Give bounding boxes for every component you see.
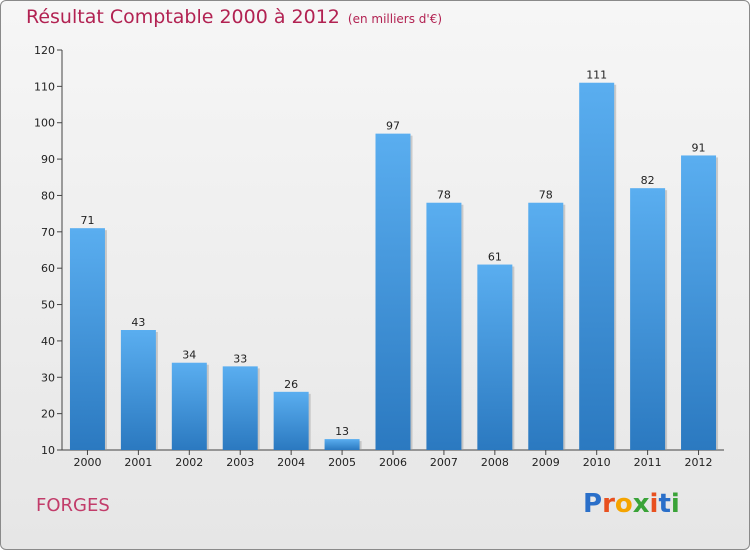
y-tick-label: 40	[41, 335, 55, 348]
x-tick-label: 2003	[226, 456, 254, 469]
proxiti-logo: Proxiti	[583, 489, 680, 519]
y-tick-label: 100	[34, 117, 55, 130]
x-tick-label: 2011	[634, 456, 662, 469]
logo-letter: P	[583, 489, 603, 519]
x-tick-label: 2009	[532, 456, 560, 469]
data-label: 33	[233, 352, 247, 365]
logo-letter: t	[658, 489, 671, 519]
bar	[171, 362, 207, 450]
bar	[375, 133, 411, 451]
y-tick-label: 110	[34, 80, 55, 93]
bar	[222, 366, 258, 450]
bar	[273, 391, 309, 450]
data-label: 91	[692, 141, 706, 154]
x-tick-label: 2012	[685, 456, 713, 469]
data-label: 97	[386, 120, 400, 133]
x-tick-label: 2002	[175, 456, 203, 469]
y-tick-label: 50	[41, 299, 55, 312]
bar	[69, 228, 105, 450]
y-tick-label: 120	[34, 44, 55, 57]
x-tick-label: 2008	[481, 456, 509, 469]
data-label: 78	[539, 189, 553, 202]
x-tick-label: 2010	[583, 456, 611, 469]
y-tick-label: 20	[41, 408, 55, 421]
data-label: 61	[488, 251, 502, 264]
x-tick-label: 2001	[124, 456, 152, 469]
x-tick-label: 2004	[277, 456, 305, 469]
y-tick-label: 70	[41, 226, 55, 239]
bar	[630, 188, 666, 450]
logo-letter: r	[602, 489, 615, 519]
x-tick-label: 2000	[73, 456, 101, 469]
bars	[69, 82, 719, 451]
logo-letter: i	[670, 489, 680, 519]
data-label: 78	[437, 189, 451, 202]
x-tick-label: 2006	[379, 456, 407, 469]
bar	[528, 202, 564, 450]
y-tick-label: 80	[41, 189, 55, 202]
bar	[681, 155, 717, 451]
data-label: 34	[182, 349, 196, 362]
logo-letter: o	[614, 489, 633, 519]
bar	[120, 330, 156, 450]
chart-title-text: Résultat Comptable 2000 à 2012	[26, 6, 340, 28]
logo-letter: i	[649, 489, 659, 519]
data-label: 111	[586, 69, 607, 82]
x-tick-label: 2005	[328, 456, 356, 469]
y-tick-label: 60	[41, 262, 55, 275]
bar	[324, 439, 360, 450]
chart-title: Résultat Comptable 2000 à 2012 (en millie…	[26, 6, 442, 28]
x-tick-label: 2007	[430, 456, 458, 469]
bar	[477, 264, 513, 450]
data-labels: 71 43 34 33 26 13 97 78 61 78 111 82 91	[80, 69, 705, 438]
axes: 10 20 30 40 50 60 70 80 90 100 110 120 2000 2001 2002 2…	[34, 44, 724, 469]
chart-subtitle: (en milliers d'€)	[347, 12, 443, 26]
bar	[579, 82, 615, 451]
bar	[426, 202, 462, 450]
data-label: 26	[284, 378, 298, 391]
y-tick-label: 90	[41, 153, 55, 166]
y-tick-label: 30	[41, 371, 55, 384]
y-tick-label: 10	[41, 444, 55, 457]
place-name: FORGES	[36, 495, 110, 516]
data-label: 13	[335, 425, 349, 438]
logo-letter: x	[632, 489, 650, 519]
data-label: 71	[80, 214, 94, 227]
data-label: 43	[131, 316, 145, 329]
data-label: 82	[641, 174, 655, 187]
